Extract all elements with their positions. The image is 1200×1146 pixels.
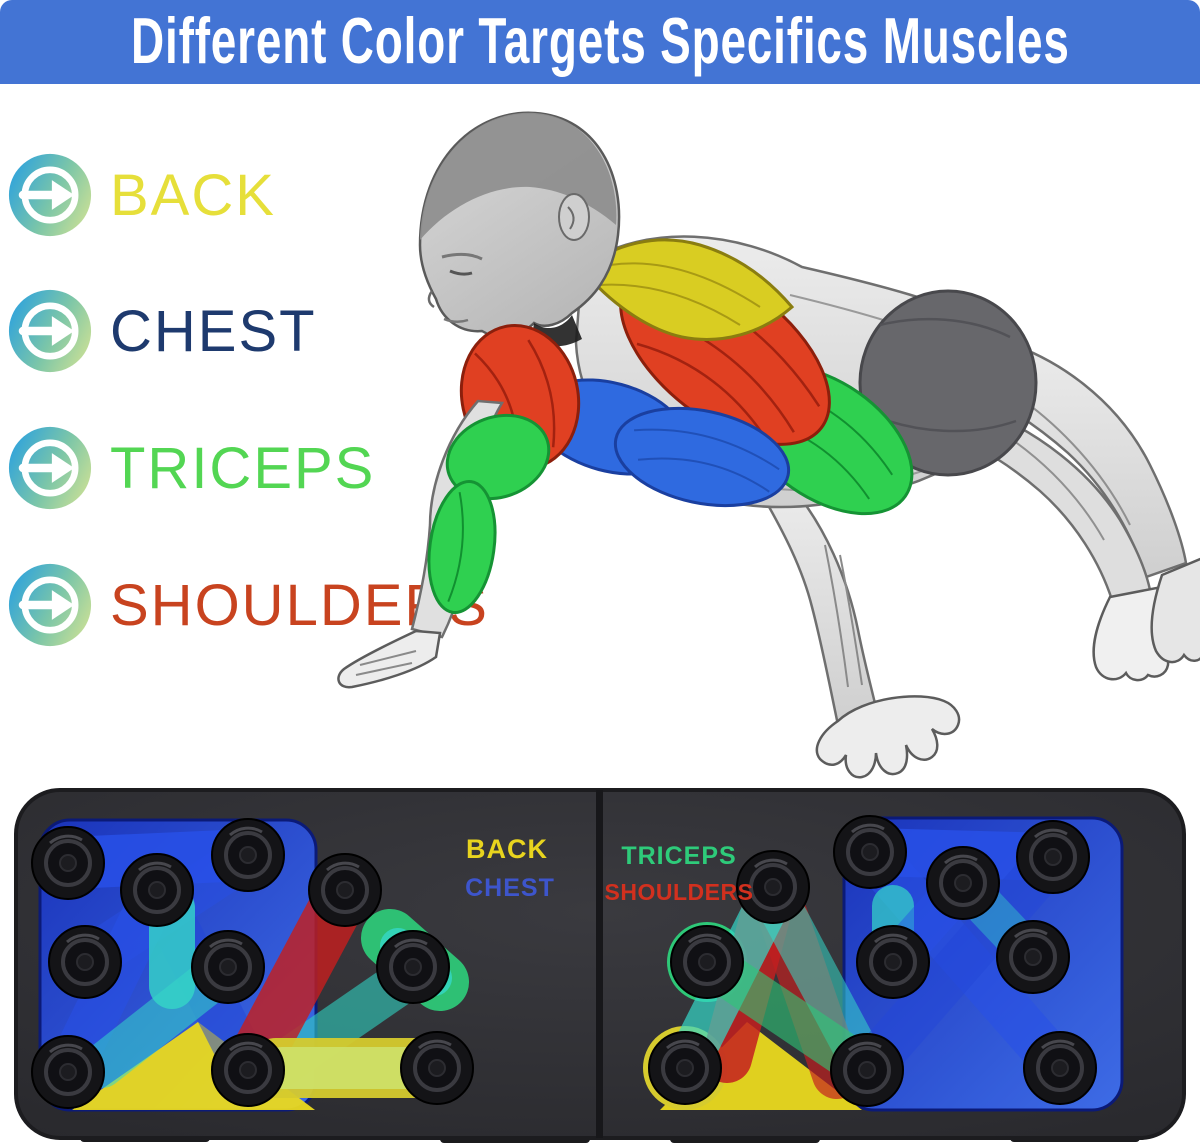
arrow-right-circle-icon <box>8 563 92 647</box>
board-seam <box>596 790 603 1138</box>
legend-label-chest: CHEST <box>110 298 317 364</box>
board-knob <box>30 1034 106 1110</box>
muscle-pec-blue <box>613 406 791 508</box>
legend-label-back: BACK <box>110 162 276 228</box>
arrow-right-circle-icon <box>8 153 92 237</box>
board-knob <box>669 924 745 1000</box>
banner-title: Different Color Targets Specifics Muscle… <box>130 3 1070 77</box>
glutes <box>858 289 1038 477</box>
board-knob <box>1015 819 1091 895</box>
board-label-shoulders: SHOULDERS <box>605 879 754 905</box>
far-foot <box>1150 557 1200 664</box>
board-knob <box>647 1030 723 1106</box>
legend-label-triceps: TRICEPS <box>110 435 376 501</box>
board-knob <box>925 845 1001 921</box>
far-arm <box>766 483 880 727</box>
board-label-chest: CHEST <box>465 874 555 902</box>
hair <box>420 112 617 240</box>
board-knob <box>30 825 106 901</box>
board-knob <box>829 1032 905 1108</box>
pushup-man-illustration <box>320 85 1200 790</box>
board-knob <box>47 924 123 1000</box>
board-label-triceps: TRICEPS <box>621 842 736 870</box>
board-knob <box>1022 1030 1098 1106</box>
board-right-panel: TRICEPS SHOULDERS <box>605 814 1124 1112</box>
near-hand <box>337 629 442 689</box>
muscle-triceps-green <box>445 413 551 501</box>
banner: Different Color Targets Specifics Muscle… <box>0 0 1200 84</box>
board-knob <box>832 814 908 890</box>
arrow-right-circle-icon <box>8 289 92 373</box>
muscle-trapezius-yellow <box>579 238 795 341</box>
board-knob <box>210 817 286 893</box>
board-knob <box>375 929 451 1005</box>
board-knob <box>307 852 383 928</box>
board-knob <box>855 924 931 1000</box>
board-knob <box>190 929 266 1005</box>
legend-item-back: BACK <box>8 152 276 238</box>
board-knob <box>995 919 1071 995</box>
pushup-board-product: BACK CHEST <box>10 786 1190 1144</box>
arrow-right-circle-icon <box>8 426 92 510</box>
legend-item-triceps: TRICEPS <box>8 425 375 511</box>
board-left-panel: BACK CHEST <box>30 817 555 1112</box>
board-knob <box>210 1032 286 1108</box>
board-knob <box>399 1030 475 1106</box>
board-knob <box>119 852 195 928</box>
far-hand <box>815 695 961 779</box>
board-label-back: BACK <box>466 834 548 864</box>
legend-item-chest: CHEST <box>8 288 317 374</box>
